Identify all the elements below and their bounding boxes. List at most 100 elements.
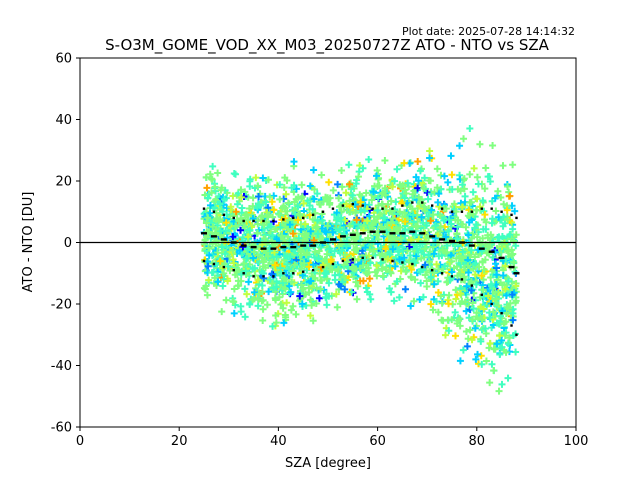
scatter-point bbox=[509, 225, 517, 233]
scatter-point bbox=[407, 302, 415, 310]
scatter-point bbox=[466, 124, 474, 132]
scatter-point bbox=[424, 195, 432, 203]
scatter-point bbox=[234, 277, 242, 285]
scatter-point bbox=[421, 245, 429, 253]
scatter-point bbox=[482, 357, 490, 365]
scatter-point bbox=[504, 216, 512, 224]
std-marker bbox=[212, 210, 216, 213]
scatter-point bbox=[401, 285, 409, 293]
mean-marker bbox=[240, 244, 247, 247]
scatter-point bbox=[259, 305, 267, 313]
scatter-point bbox=[269, 322, 277, 330]
scatter-point bbox=[506, 334, 514, 342]
scatter-point bbox=[433, 165, 441, 173]
scatter-point bbox=[318, 277, 326, 285]
std-marker bbox=[500, 210, 503, 213]
scatter-point bbox=[445, 227, 453, 235]
scatter-point bbox=[458, 203, 466, 211]
x-tick-label: 20 bbox=[171, 434, 188, 449]
scatter-point bbox=[462, 307, 470, 315]
scatter-point bbox=[500, 320, 508, 328]
scatter-point bbox=[333, 303, 341, 311]
mean-marker bbox=[389, 232, 396, 235]
scatter-point bbox=[311, 209, 319, 217]
scatter-point bbox=[503, 206, 511, 214]
scatter-point bbox=[307, 227, 315, 235]
scatter-point bbox=[324, 222, 332, 230]
scatter-point bbox=[237, 186, 245, 194]
scatter-point bbox=[286, 253, 294, 261]
std-marker bbox=[302, 216, 305, 220]
scatter-point bbox=[486, 379, 494, 387]
scatter-point bbox=[315, 294, 323, 302]
scatter-point bbox=[506, 231, 514, 239]
scatter-point bbox=[264, 176, 272, 184]
scatter-point bbox=[276, 181, 284, 189]
mean-marker bbox=[458, 241, 465, 244]
scatter-point bbox=[368, 221, 376, 229]
scatter-point bbox=[222, 296, 230, 304]
mean-marker bbox=[468, 244, 475, 247]
scatter-point bbox=[512, 348, 520, 356]
scatter-point bbox=[396, 255, 404, 263]
std-marker bbox=[272, 219, 275, 223]
scatter-point bbox=[241, 285, 249, 293]
std-marker bbox=[292, 216, 295, 220]
scatter-point bbox=[474, 180, 482, 188]
scatter-point bbox=[286, 221, 294, 229]
mean-marker bbox=[439, 238, 446, 241]
scatter-point bbox=[283, 260, 291, 268]
y-tick-label: -20 bbox=[51, 298, 72, 313]
scatter-point bbox=[254, 182, 262, 190]
scatter-point bbox=[366, 246, 374, 254]
scatter-point bbox=[382, 266, 390, 274]
scatter-point bbox=[382, 245, 390, 253]
scatter-point bbox=[312, 300, 320, 308]
std-marker bbox=[401, 204, 404, 207]
scatter-point bbox=[491, 288, 499, 296]
scatter-point bbox=[265, 288, 273, 296]
scatter-point bbox=[512, 242, 520, 250]
scatter-point bbox=[471, 271, 479, 279]
y-tick-label: 20 bbox=[55, 175, 72, 190]
scatter-point bbox=[230, 259, 238, 267]
scatter-point bbox=[220, 195, 228, 203]
scatter-point bbox=[304, 197, 312, 205]
scatter-point bbox=[268, 198, 276, 206]
scatter-point bbox=[497, 193, 505, 201]
scatter-point bbox=[282, 190, 290, 198]
scatter-point bbox=[345, 180, 353, 188]
scatter-point bbox=[458, 257, 466, 265]
scatter-point bbox=[266, 276, 274, 284]
scatter-point bbox=[213, 282, 221, 290]
std-marker bbox=[480, 293, 483, 296]
scatter-point bbox=[306, 312, 314, 320]
scatter-point bbox=[471, 324, 479, 332]
scatter-point bbox=[219, 282, 227, 290]
mean-marker bbox=[320, 241, 327, 244]
scatter-point bbox=[290, 158, 298, 166]
scatter-point bbox=[387, 219, 395, 227]
std-marker bbox=[381, 207, 384, 210]
scatter-point bbox=[453, 263, 461, 271]
scatter-point bbox=[368, 196, 376, 204]
scatter-point bbox=[472, 221, 480, 229]
scatter-point bbox=[493, 319, 501, 327]
scatter-point bbox=[280, 275, 288, 283]
scatter-point bbox=[487, 231, 495, 239]
mean-marker bbox=[270, 247, 277, 250]
scatter-point bbox=[437, 292, 445, 300]
scatter-point bbox=[462, 223, 470, 231]
scatter-point bbox=[466, 209, 474, 217]
std-marker bbox=[351, 258, 354, 261]
scatter-point bbox=[436, 212, 444, 220]
scatter-point bbox=[306, 182, 314, 190]
scatter-point bbox=[212, 196, 220, 204]
std-marker bbox=[232, 268, 235, 272]
scatter-point bbox=[223, 204, 231, 212]
scatter-point bbox=[440, 172, 448, 180]
scatter-point bbox=[464, 262, 472, 270]
scatter-point bbox=[254, 216, 262, 224]
scatter-point bbox=[310, 166, 318, 174]
scatter-point bbox=[486, 177, 494, 185]
